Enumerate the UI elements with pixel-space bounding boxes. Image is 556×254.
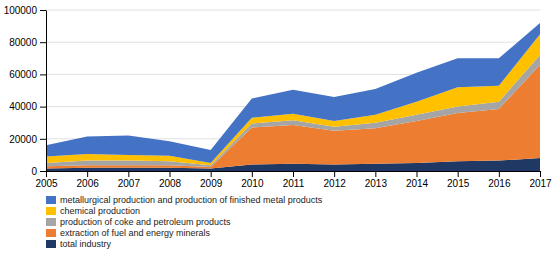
tick-label: 40000 (9, 101, 37, 112)
tick-label: 2009 (200, 178, 223, 189)
tick-mark (40, 171, 46, 172)
tick-mark (40, 107, 46, 108)
legend-swatch (46, 229, 56, 237)
tick: 40000 (9, 101, 46, 112)
tick: 2011 (283, 171, 305, 189)
legend-item: total industry (46, 239, 112, 249)
tick: 2012 (324, 171, 347, 189)
tick-label: 2005 (35, 178, 58, 189)
tick-mark (46, 171, 47, 177)
legend-label: total industry (60, 239, 112, 249)
grid (46, 10, 540, 171)
areas (46, 23, 540, 171)
tick-mark (458, 171, 459, 177)
tick-mark (417, 171, 418, 177)
legend-item: production of coke and petroleum product… (46, 217, 231, 227)
tick-label: 2014 (406, 178, 429, 189)
tick: 2008 (159, 171, 182, 189)
tick-label: 2006 (77, 178, 100, 189)
x-axis: 2005 2006 2007 2008 2009 2010 2011 2012 2013 2014… (35, 171, 552, 189)
legend-swatch (46, 218, 56, 226)
legend-label: chemical production (60, 206, 140, 216)
tick-mark (128, 171, 129, 177)
tick: 60000 (9, 69, 46, 80)
area (46, 23, 540, 163)
tick-mark (499, 171, 500, 177)
tick: 100000 (4, 5, 46, 16)
tick-label: 2016 (488, 178, 511, 189)
tick: 2017 (529, 171, 552, 189)
legend-item: chemical production (46, 206, 140, 216)
y-axis: 0 20000 40000 60000 80000 100000 (4, 5, 47, 177)
tick-mark (40, 10, 46, 11)
tick-label: 2010 (241, 178, 264, 189)
axis-line (46, 11, 47, 172)
legend-swatch (46, 207, 56, 215)
tick: 2009 (200, 171, 223, 189)
legend-label: extraction of fuel and energy minerals (60, 228, 211, 238)
tick-mark (87, 171, 88, 177)
tick-mark (40, 74, 46, 75)
tick-mark (334, 171, 335, 177)
tick-label: 2012 (324, 178, 347, 189)
tick-label: 20000 (9, 134, 37, 145)
grid-line (46, 42, 540, 43)
tick: 20000 (9, 134, 46, 145)
plot: 2005 2006 2007 2008 2009 2010 2011 2012 2013 2014… (4, 5, 552, 189)
tick: 80000 (9, 37, 46, 48)
tick-label: 100000 (4, 5, 38, 16)
tick: 2014 (406, 171, 429, 189)
tick-mark (170, 171, 171, 177)
chart: 2005 2006 2007 2008 2009 2010 2011 2012 2013 2014… (0, 0, 556, 254)
legend-item: metallurgical production and production … (46, 195, 323, 205)
tick-mark (252, 171, 253, 177)
tick-mark (375, 171, 376, 177)
tick: 2006 (77, 171, 100, 189)
tick-mark (40, 139, 46, 140)
tick: 2005 (35, 171, 58, 189)
tick: 2013 (365, 171, 388, 189)
tick-mark (40, 42, 46, 43)
tick-mark (211, 171, 212, 177)
legend: metallurgical production and production … (46, 195, 323, 249)
legend-swatch (46, 196, 56, 204)
tick-label: 0 (31, 166, 37, 177)
tick: 2007 (118, 171, 141, 189)
tick-label: 2017 (529, 178, 552, 189)
tick-label: 2007 (118, 178, 141, 189)
legend-item: extraction of fuel and energy minerals (46, 228, 211, 238)
tick: 0 (31, 166, 46, 177)
legend-swatch (46, 240, 56, 248)
tick-label: 2008 (159, 178, 182, 189)
legend-label: production of coke and petroleum product… (60, 217, 231, 227)
legend-label: metallurgical production and production … (60, 195, 323, 205)
tick-label: 60000 (9, 69, 37, 80)
tick-label: 80000 (9, 37, 37, 48)
grid-line (46, 10, 540, 11)
tick-label: 2013 (365, 178, 388, 189)
tick: 2010 (241, 171, 264, 189)
tick-mark (540, 171, 541, 177)
tick-mark (293, 171, 294, 177)
tick-label: 2011 (283, 178, 305, 189)
tick: 2016 (488, 171, 511, 189)
tick: 2015 (447, 171, 470, 189)
tick-label: 2015 (447, 178, 470, 189)
